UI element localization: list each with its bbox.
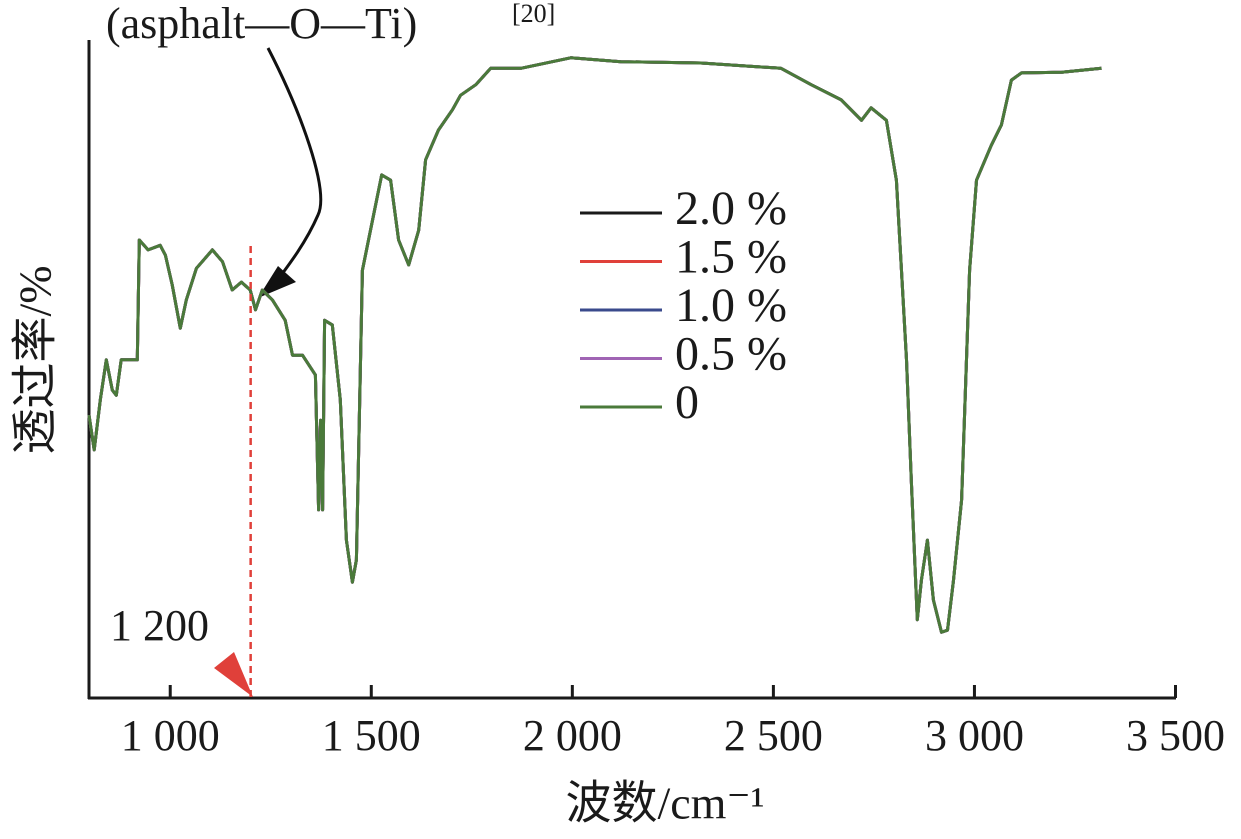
x-tick-label: 3 000 <box>925 711 1024 760</box>
x-tick-label: 1 500 <box>322 711 421 760</box>
x-tick-label: 2 500 <box>724 711 823 760</box>
y-axis-label: 透过率/% <box>10 265 61 454</box>
legend-label: 2.0 % <box>675 182 787 235</box>
x-tick-label: 2 000 <box>523 711 622 760</box>
x-axis-label: 波数/cm⁻¹ <box>565 778 764 829</box>
legend-label: 0.5 % <box>675 328 787 381</box>
arrow-head <box>258 266 296 298</box>
series-line <box>87 56 1102 634</box>
series-line <box>87 56 1102 634</box>
annotation-arrow <box>266 47 323 291</box>
series-line <box>87 56 1102 634</box>
series-line <box>87 56 1102 634</box>
legend-label: 1.0 % <box>675 279 787 332</box>
legend-label: 0 <box>675 376 699 429</box>
annotation-label: 1 200 <box>110 601 209 650</box>
legend-label: 1.5 % <box>675 231 787 284</box>
annotation-ref: [20] <box>512 0 555 28</box>
red-arrow <box>214 652 253 697</box>
plot-area <box>87 56 1102 634</box>
series-line <box>87 56 1102 634</box>
annotation-text: (asphalt—O—Ti) <box>106 0 417 48</box>
x-tick-label: 1 000 <box>121 711 220 760</box>
x-tick-label: 3 500 <box>1126 711 1225 760</box>
